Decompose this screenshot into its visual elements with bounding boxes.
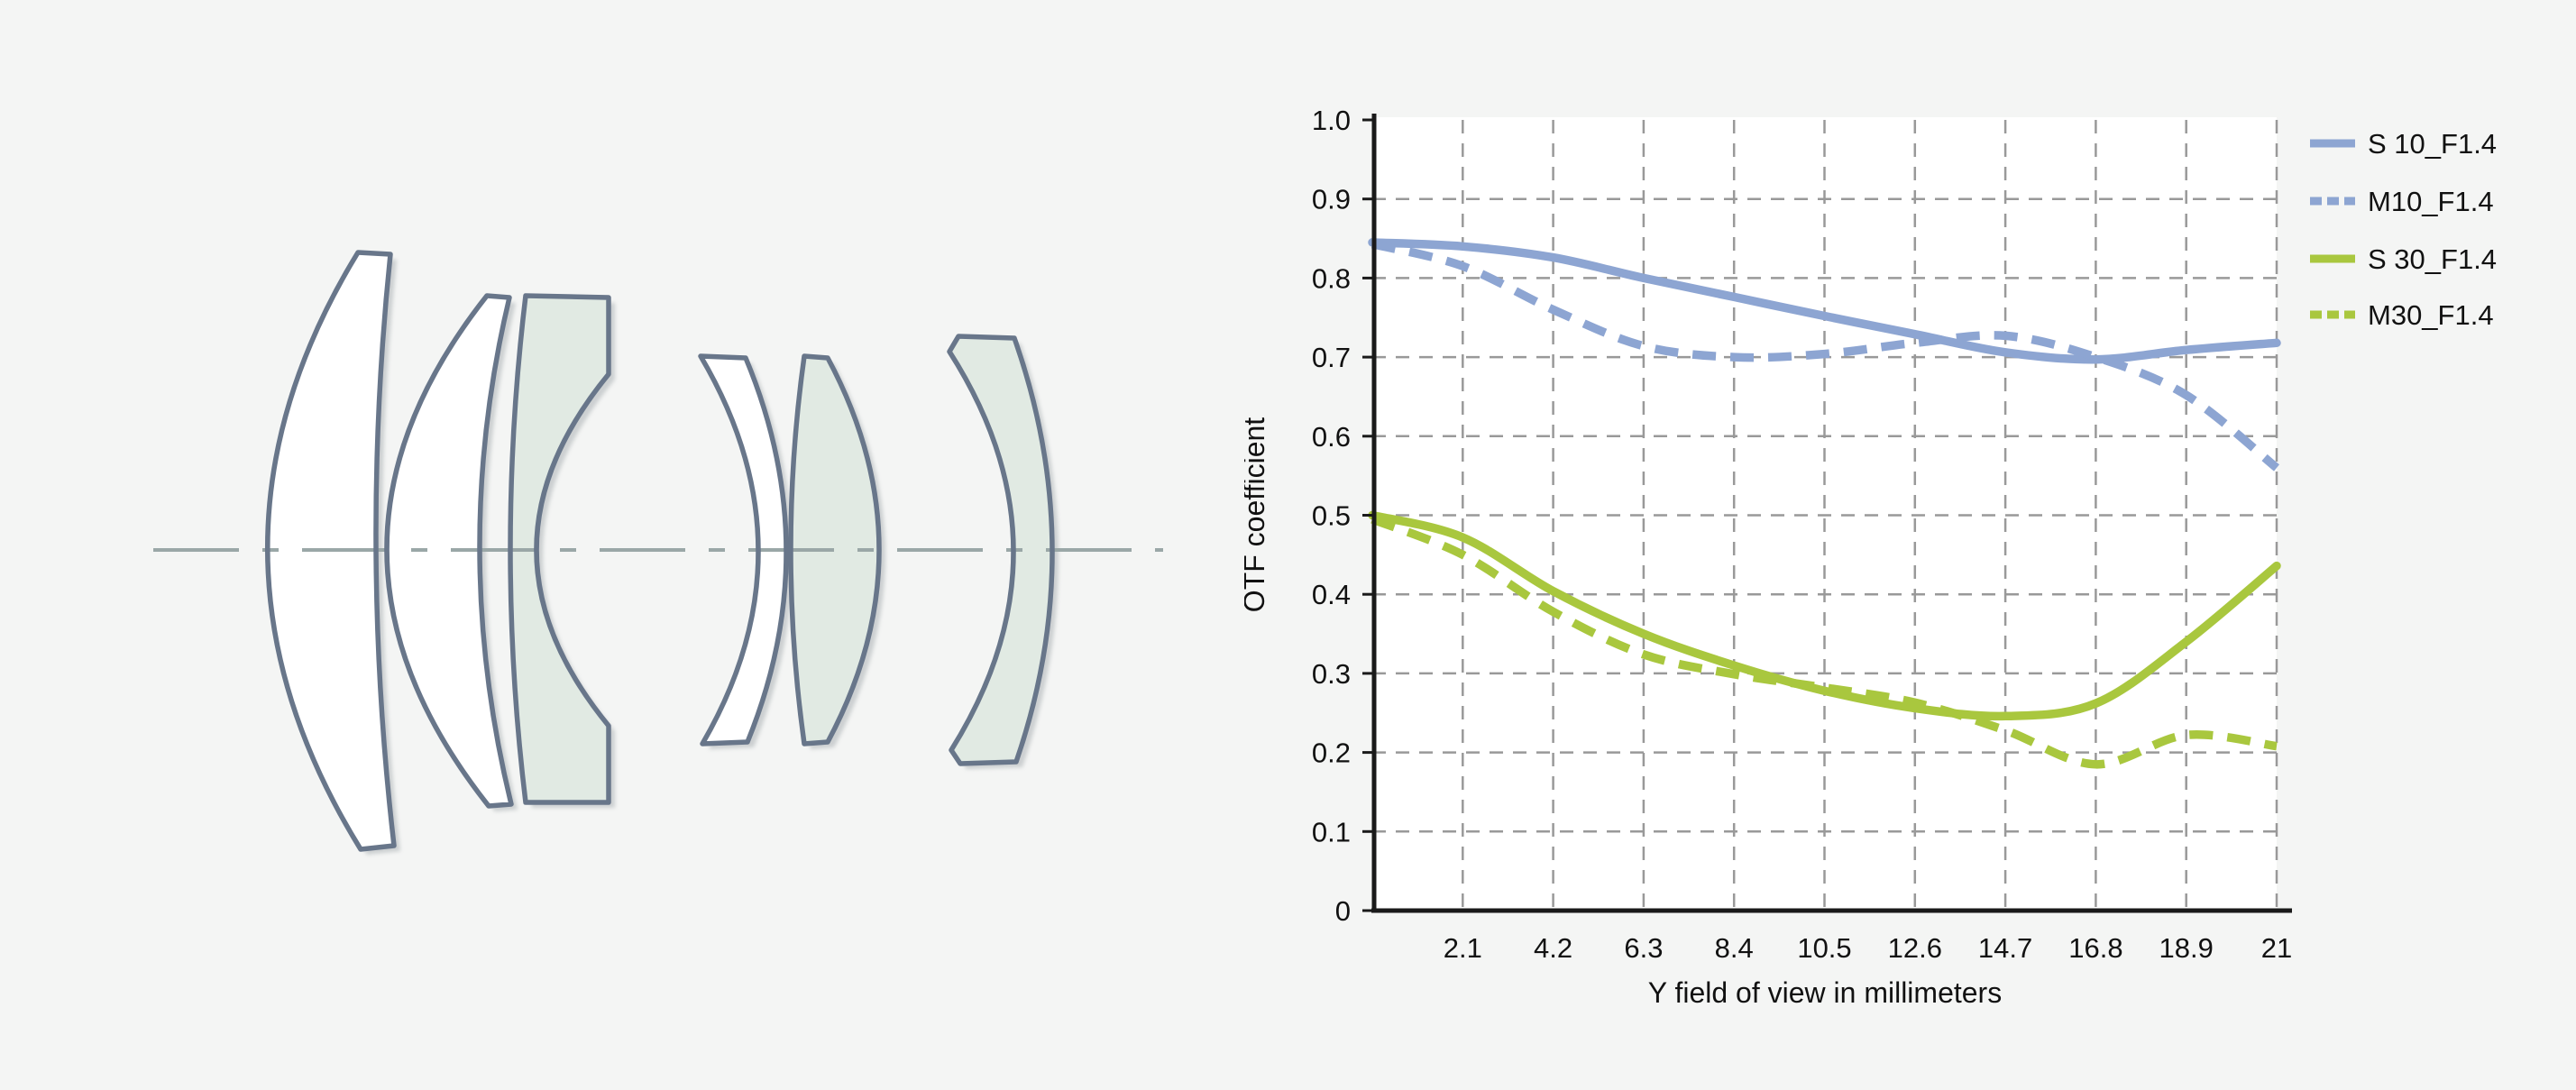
x-tick-label-10.5: 10.5 [1797, 932, 1851, 964]
lens-elements-fill-layer [267, 252, 1053, 849]
axis-spine-layer [1362, 114, 2292, 913]
tick-label-layer: 0 0.1 0.2 0.3 0.4 0.5 0.6 0.7 0.8 0.9 1.0 2.1 4.2 6.3… [1312, 105, 2292, 964]
lens-element-3-outline [508, 293, 611, 805]
lens-element-6-glass [949, 336, 1053, 764]
legend-label-4: M30_F1.4 [2368, 299, 2494, 331]
x-tick-label-6.3: 6.3 [1624, 932, 1663, 964]
x-axis-title: Y field of view in millimeters [1648, 976, 2002, 1009]
lens-elements-outline-layer [265, 250, 1055, 852]
lens-element-1-outline [265, 250, 397, 852]
lens-element-2-outline [384, 293, 514, 809]
x-tick-label-18.9: 18.9 [2159, 932, 2214, 964]
series-curve-s30_f1.4 [1368, 510, 2281, 721]
y-tick-label-0.1: 0.1 [1312, 816, 1351, 847]
gridline-layer [1372, 120, 2278, 911]
legend-label-3: S 30_F1.4 [2368, 243, 2497, 275]
y-tick-label-0: 0 [1335, 895, 1351, 927]
x-tick-label-8.4: 8.4 [1715, 932, 1754, 964]
lens-element-6-outline [947, 334, 1055, 766]
series-curve-m10_f1.4 [1371, 240, 2279, 472]
lens-element-4-outline [698, 353, 789, 747]
x-tick-label-21: 21 [2261, 932, 2292, 964]
series-curve-m30_f1.4 [1371, 515, 2278, 769]
y-tick-label-0.3: 0.3 [1312, 658, 1351, 690]
lens-element-2-glass [386, 296, 511, 806]
legend: S 10_F1.4 M10_F1.4 S 30_F1.4 M30_F1.4 [2310, 128, 2497, 331]
lens-element-5-outline [788, 353, 882, 747]
legend-label-1: S 10_F1.4 [2368, 128, 2497, 160]
x-tick-label-14.7: 14.7 [1978, 932, 2032, 964]
x-tick-label-16.8: 16.8 [2068, 932, 2122, 964]
y-tick-label-0.2: 0.2 [1312, 737, 1351, 769]
x-tick-label-4.2: 4.2 [1534, 932, 1572, 964]
y-axis-title: OTF coefficient [1244, 417, 1270, 612]
y-tick-label-0.6: 0.6 [1312, 421, 1351, 453]
data-series-layer [1368, 238, 2281, 769]
y-tick-label-1.0: 1.0 [1312, 105, 1351, 136]
lens-element-5-glass [791, 356, 879, 744]
lens-diagram [153, 250, 1163, 852]
lens-element-3-glass [510, 296, 609, 802]
y-tick-label-0.8: 0.8 [1312, 262, 1351, 294]
otf-chart: 0 0.1 0.2 0.3 0.4 0.5 0.6 0.7 0.8 0.9 1.0 2.1 4.2 6.3… [1244, 105, 2497, 1009]
y-tick-label-0.9: 0.9 [1312, 184, 1351, 215]
y-tick-label-0.7: 0.7 [1312, 342, 1351, 373]
lens-element-4-glass [701, 356, 787, 744]
series-curve-s10_f1.4 [1368, 238, 2281, 364]
y-tick-label-0.4: 0.4 [1312, 579, 1351, 610]
x-tick-label-12.6: 12.6 [1888, 932, 1942, 964]
x-tick-label-2.1: 2.1 [1444, 932, 1482, 964]
legend-label-2: M10_F1.4 [2368, 186, 2494, 217]
plot-area [1374, 117, 2277, 911]
y-tick-label-0.5: 0.5 [1312, 500, 1351, 532]
